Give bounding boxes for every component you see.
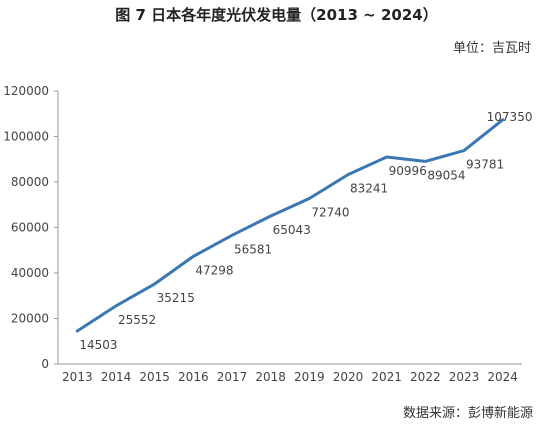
data-label: 90996 xyxy=(389,164,427,178)
data-label: 107350 xyxy=(487,110,533,124)
x-axis-ticks: 2013 2014 2015 2016 2017 2018 2019 2020 2021 2022… xyxy=(62,370,518,384)
y-tick-label: 20000 xyxy=(11,312,49,326)
x-tick-label: 2014 xyxy=(101,370,132,384)
data-source: 数据来源：彭博新能源 xyxy=(402,406,533,421)
data-label: 25552 xyxy=(118,313,156,327)
data-label: 89054 xyxy=(427,168,465,182)
x-tick-label: 2024 xyxy=(487,370,518,384)
y-axis-ticks: 0 20000 40000 60000 80000 100000 120000 xyxy=(3,84,58,371)
x-tick-label: 2017 xyxy=(217,370,248,384)
x-tick-label: 2022 xyxy=(410,370,441,384)
unit-label: 单位：吉瓦时 xyxy=(452,41,531,56)
data-label: 47298 xyxy=(195,263,233,277)
data-label: 83241 xyxy=(350,182,388,196)
y-tick-label: 40000 xyxy=(11,266,49,280)
y-tick-label: 60000 xyxy=(11,221,49,235)
series-lines xyxy=(75,118,505,333)
x-tick-label: 2016 xyxy=(178,370,209,384)
x-tick-label: 2013 xyxy=(62,370,93,384)
data-label: 14503 xyxy=(79,338,117,352)
data-labels: 1450325552352154729856581650437274083241… xyxy=(79,110,532,352)
data-label: 35215 xyxy=(157,291,195,305)
x-tick-label: 2020 xyxy=(333,370,364,384)
x-tick-label: 2021 xyxy=(371,370,402,384)
y-tick-label: 0 xyxy=(41,357,49,371)
data-label: 72740 xyxy=(311,206,349,220)
chart-title: 图 7 日本各年度光伏发电量（2013 ~ 2024） xyxy=(115,6,438,24)
data-label: 56581 xyxy=(234,242,272,256)
y-tick-label: 100000 xyxy=(3,130,49,144)
data-label: 65043 xyxy=(273,223,311,237)
data-label: 93781 xyxy=(466,158,504,172)
y-tick-label: 120000 xyxy=(3,84,49,98)
x-tick-label: 2023 xyxy=(449,370,480,384)
x-tick-label: 2019 xyxy=(294,370,325,384)
x-tick-label: 2018 xyxy=(255,370,286,384)
series-line xyxy=(75,118,505,333)
y-tick-label: 80000 xyxy=(11,175,49,189)
x-tick-label: 2015 xyxy=(139,370,170,384)
